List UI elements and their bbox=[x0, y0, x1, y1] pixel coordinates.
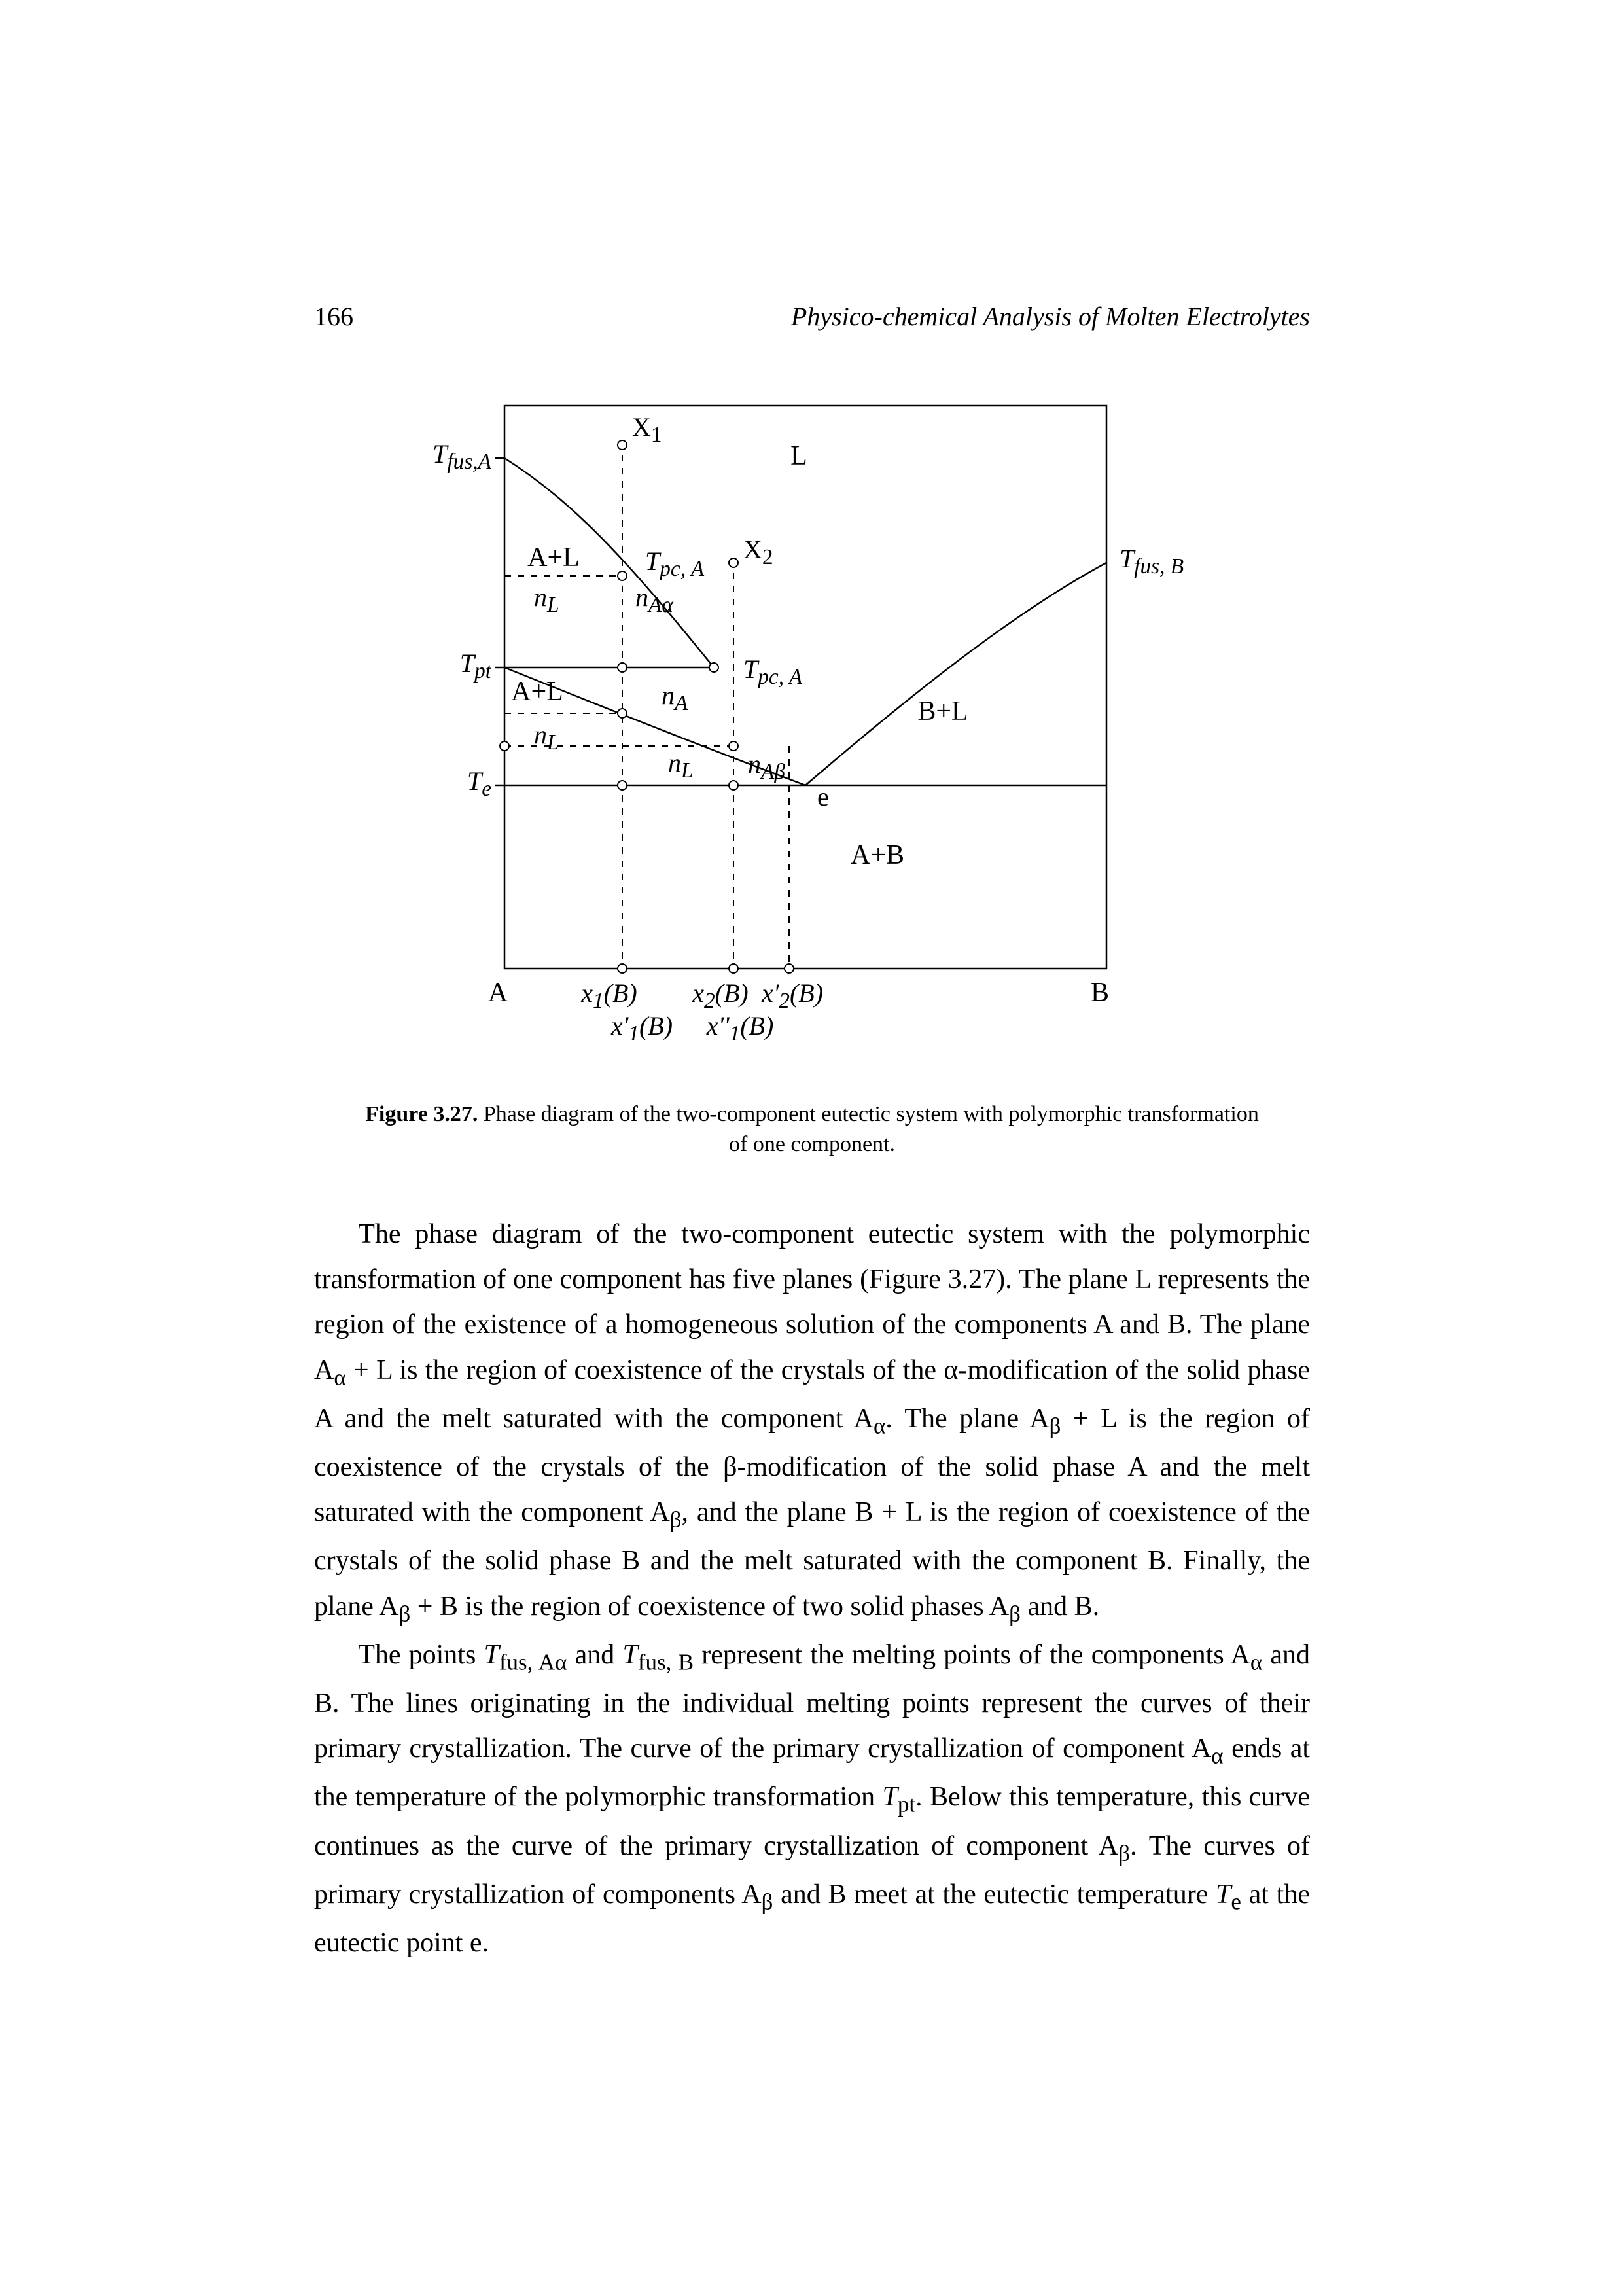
svg-text:A+L: A+L bbox=[511, 677, 563, 707]
figure-caption: Figure 3.27. Phase diagram of the two-co… bbox=[354, 1099, 1270, 1160]
figure-caption-label: Figure 3.27. bbox=[365, 1102, 478, 1126]
page-number: 166 bbox=[314, 301, 353, 332]
page-header: 166 Physico-chemical Analysis of Molten … bbox=[314, 301, 1310, 332]
page: 166 Physico-chemical Analysis of Molten … bbox=[0, 0, 1624, 2293]
figure-caption-text: Phase diagram of the two-component eutec… bbox=[484, 1102, 1259, 1156]
body-paragraph: The points Tfus, Aα and Tfus, B represen… bbox=[314, 1633, 1310, 1966]
body-paragraph: The phase diagram of the two-component e… bbox=[314, 1212, 1310, 1633]
svg-text:A+B: A+B bbox=[851, 840, 904, 870]
phase-diagram: Tfus,ATptTeTfus, BLA+LA+LB+LA+BX1X2Tpc, … bbox=[406, 380, 1218, 1073]
running-title: Physico-chemical Analysis of Molten Elec… bbox=[791, 301, 1310, 332]
svg-text:B+L: B+L bbox=[917, 696, 968, 726]
body-text: The phase diagram of the two-component e… bbox=[314, 1212, 1310, 1966]
svg-text:B: B bbox=[1091, 978, 1109, 1008]
figure: Tfus,ATptTeTfus, BLA+LA+LB+LA+BX1X2Tpc, … bbox=[314, 380, 1310, 1160]
svg-text:A+L: A+L bbox=[527, 542, 580, 573]
svg-text:A: A bbox=[488, 978, 508, 1008]
